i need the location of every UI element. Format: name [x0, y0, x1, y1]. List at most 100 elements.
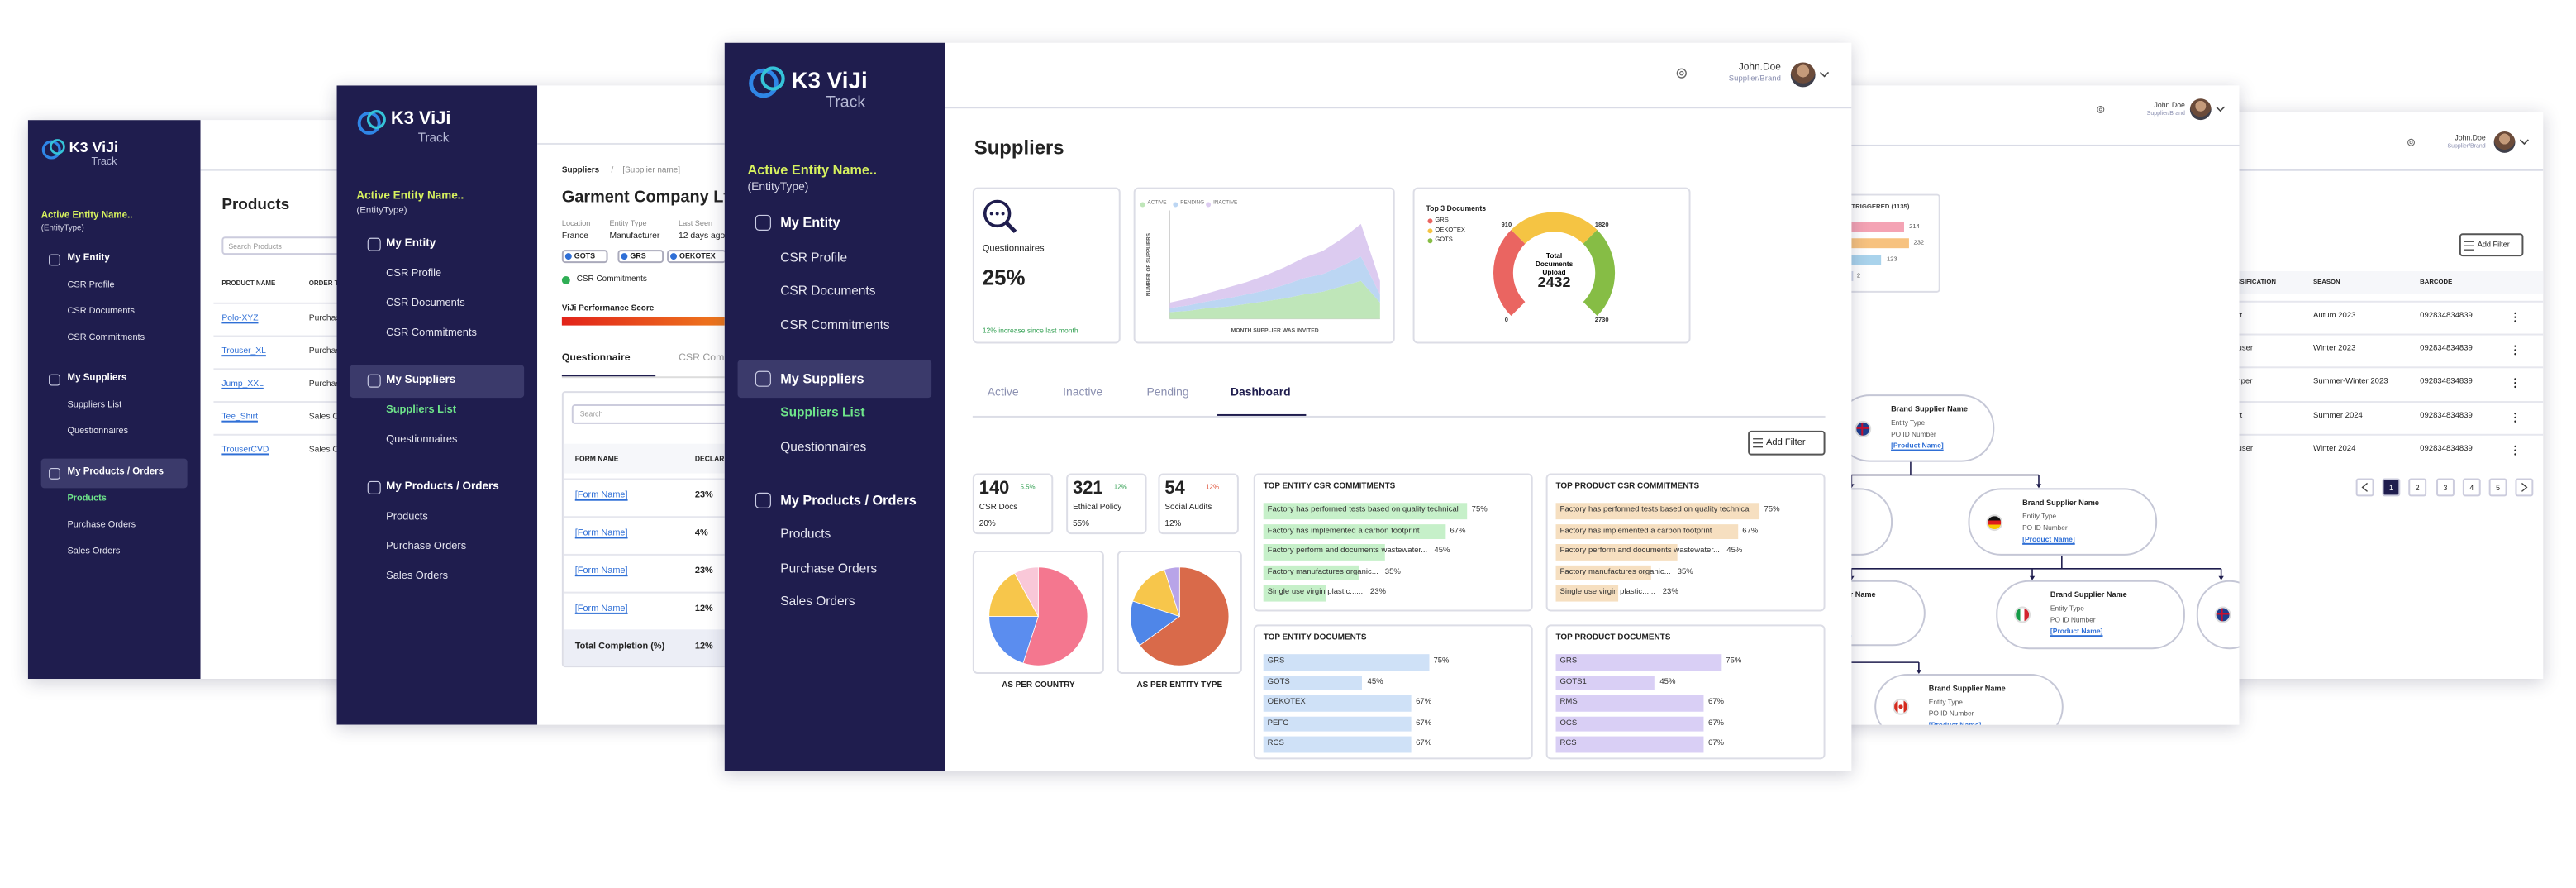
list-bar	[1555, 675, 1655, 691]
column-header: FORM NAME	[574, 454, 619, 463]
flag	[1855, 419, 1872, 437]
entity-type: (EntityType)	[747, 181, 809, 193]
list-label: Single use virgin plastic......	[1267, 588, 1364, 597]
gear	[2097, 105, 2105, 113]
nav-section: My Suppliers	[386, 375, 456, 387]
stat-change: 5.5%	[1020, 481, 1036, 490]
page-button	[2515, 478, 2534, 497]
chevron-line	[1820, 71, 1830, 78]
list-value: 75%	[1726, 657, 1742, 666]
gear-hub	[2099, 107, 2103, 111]
list-label: GOTS1	[1559, 678, 1587, 687]
search-placeholder: Search	[579, 409, 603, 418]
legend-swatch	[1140, 201, 1145, 207]
nav-icon-shape	[755, 370, 771, 387]
list-value: 67%	[1742, 527, 1759, 536]
nav-section: My Entity	[780, 215, 840, 231]
arrow-head	[1916, 670, 1922, 675]
nav-highlight	[737, 360, 932, 398]
stat-sub: 55%	[1073, 518, 1090, 529]
arrow-head	[2036, 484, 2042, 489]
list-value: 67%	[1416, 699, 1432, 708]
logo-sub: Track	[826, 93, 866, 112]
legend-label: ACTIVE	[1147, 198, 1167, 206]
list-bar	[1263, 503, 1467, 519]
list-label: Factory manufactures organic...	[1267, 568, 1378, 577]
user-role: Supplier/Brand	[2146, 109, 2185, 117]
node-product: [Product Name]	[1928, 720, 1982, 725]
stat-value: 54	[1164, 479, 1185, 499]
cell: 092834834839	[2420, 412, 2473, 421]
flag	[1986, 513, 2003, 531]
nav-item: CSR Profile	[780, 249, 848, 265]
list-value: 45%	[1367, 678, 1383, 687]
list-bar	[1263, 565, 1359, 581]
cell: Autum 2023	[2312, 312, 2356, 321]
questionnaire-icon	[983, 199, 1017, 233]
list-label: Factory has implemented a carbon footpri…	[1267, 527, 1420, 536]
page-number: 4	[2469, 483, 2474, 492]
nav-icon	[755, 370, 771, 387]
page-button	[2436, 478, 2455, 497]
legend-label: PENDING	[1180, 198, 1205, 206]
cell: 092834834839	[2420, 379, 2473, 388]
column-header: BARCODE	[2420, 277, 2453, 286]
stat-label: Social Audits	[1164, 503, 1212, 513]
tab-underline	[1217, 413, 1307, 417]
list-label: RMS	[1559, 699, 1578, 708]
logo-icon	[41, 139, 65, 160]
row-menu	[2514, 312, 2516, 322]
legend-label: OEKOTEX	[1435, 226, 1465, 233]
filter-icon	[1753, 438, 1764, 448]
legend-label: GOTS	[1435, 236, 1453, 243]
trend-chart	[1169, 210, 1380, 320]
list-bar	[1263, 585, 1326, 602]
list-label: PEFC	[1267, 719, 1289, 728]
node-product: [Product Name]	[2050, 627, 2103, 636]
stat-value: 140	[978, 479, 1010, 499]
chevron	[2519, 139, 2529, 146]
user-name: John.Doe	[1738, 63, 1781, 74]
meta-value: Manufacturer	[609, 232, 660, 241]
area	[1169, 256, 1380, 313]
list-bar	[1263, 675, 1363, 691]
page-button	[2408, 478, 2427, 497]
header-divider	[1938, 169, 2544, 171]
nav-section: My Products / Orders	[386, 481, 499, 494]
score-label: ViJi Performance Score	[561, 303, 655, 314]
nav-icon-shape	[49, 467, 60, 480]
handle	[1004, 221, 1017, 233]
list-title: TOP ENTITY CSR COMMITMENTS	[1263, 481, 1396, 492]
filter-button	[1748, 430, 1826, 456]
pie-slice	[988, 572, 1040, 617]
menu-dot	[2514, 452, 2516, 456]
gauge-tick-label: 1820	[1594, 221, 1609, 228]
form-name: [Form Name]	[574, 566, 628, 577]
avatar	[2189, 98, 2212, 121]
node-po: PO ID Number	[2022, 523, 2068, 532]
list-value: 75%	[1471, 506, 1488, 515]
card	[1066, 473, 1147, 535]
node-type: Entity Type	[1891, 417, 1926, 426]
row-divider	[2184, 433, 2544, 435]
supplier-name: Garment Company Ltd.	[561, 189, 744, 208]
flag	[2214, 606, 2231, 623]
breadcrumb: Suppliers	[561, 165, 600, 176]
page-number: 1	[2388, 483, 2393, 492]
logo-ring	[49, 139, 65, 155]
list-bar	[1263, 544, 1386, 561]
order-type: Sales Order	[308, 445, 355, 456]
logo-icon	[749, 66, 785, 98]
nav-icon-shape	[367, 481, 381, 495]
nav-section: My Entity	[67, 254, 110, 265]
cell: Winter 2023	[2312, 346, 2356, 355]
nav-icon	[755, 492, 771, 508]
legend-label: INACTIVE	[1213, 198, 1238, 206]
pie	[1130, 566, 1230, 666]
header-divider	[1741, 144, 2240, 146]
nav-icon-shape	[755, 215, 771, 232]
list-card	[1545, 624, 1826, 760]
bar	[1851, 271, 1852, 281]
flag	[2014, 606, 2031, 623]
list-value: 67%	[1707, 699, 1725, 708]
